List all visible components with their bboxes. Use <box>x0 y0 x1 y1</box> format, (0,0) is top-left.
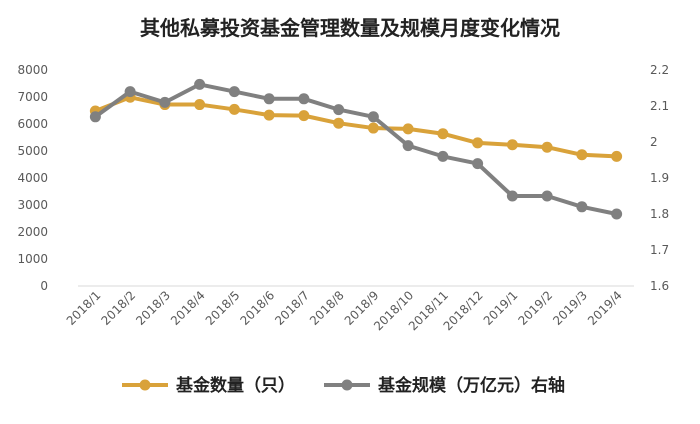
series-0-point <box>472 137 484 149</box>
x-axis-tick-label: 2018/8 <box>307 288 347 328</box>
series-1-point <box>472 158 484 170</box>
left-axis-tick-label: 4000 <box>17 171 48 185</box>
left-axis-ticks: 0 1000 2000 3000 4000 5000 6000 7000 8000 <box>17 63 48 293</box>
series-1-point <box>263 93 275 105</box>
x-axis-tick-label: 2018/7 <box>272 288 312 328</box>
series-0-point <box>367 122 379 134</box>
x-axis-tick-label: 2018/1 <box>64 288 104 328</box>
right-axis-tick-label: 2.2 <box>650 63 669 77</box>
series-0-point <box>228 103 240 115</box>
x-axis-tick-label: 2018/6 <box>237 288 277 328</box>
right-axis-ticks: 1.6 1.7 1.8 1.9 2 2.1 2.2 <box>650 63 669 293</box>
series-1-point <box>506 190 518 202</box>
series-0-point <box>541 141 553 153</box>
legend-swatch-marker <box>341 379 353 391</box>
series-1-point <box>541 190 553 202</box>
series-0-point <box>298 110 310 122</box>
x-axis-tick-label: 2018/2 <box>98 288 138 328</box>
x-axis-tick-label: 2018/3 <box>133 288 173 328</box>
series-1-point <box>194 78 206 90</box>
series-1-point <box>228 86 240 98</box>
series-1-point <box>298 93 310 105</box>
x-axis-tick-label: 2018/4 <box>168 288 208 328</box>
series-1-point <box>124 86 136 98</box>
series-1-point <box>367 111 379 123</box>
series-layer <box>89 78 623 220</box>
left-axis-tick-label: 0 <box>40 279 48 293</box>
left-axis-tick-label: 8000 <box>17 63 48 77</box>
right-axis-tick-label: 1.9 <box>650 171 669 185</box>
series-1-point <box>437 150 449 162</box>
series-0-point <box>611 150 623 162</box>
series-1-point <box>402 140 414 152</box>
series-0-point <box>506 139 518 151</box>
right-axis-tick-label: 1.6 <box>650 279 669 293</box>
series-0-point <box>437 128 449 140</box>
x-axis-tick-label: 2019/1 <box>481 288 521 328</box>
left-axis-tick-label: 1000 <box>17 252 48 266</box>
legend-label: 基金规模（万亿元）右轴 <box>377 375 565 396</box>
left-axis-tick-label: 2000 <box>17 225 48 239</box>
series-0-point <box>194 99 206 111</box>
series-line-0 <box>93 95 619 159</box>
series-0-point <box>402 123 414 135</box>
series-0-point <box>576 149 588 161</box>
series-1-point <box>576 201 588 213</box>
x-axis-tick-label: 2019/2 <box>515 288 555 328</box>
series-1-point <box>159 96 171 108</box>
left-axis-tick-label: 6000 <box>17 117 48 131</box>
right-axis-tick-label: 1.8 <box>650 207 669 221</box>
chart-title: 其他私募投资基金管理数量及规模月度变化情况 <box>140 16 560 40</box>
series-1-point <box>333 104 345 116</box>
right-axis-tick-label: 1.7 <box>650 243 669 257</box>
left-axis-tick-label: 3000 <box>17 198 48 212</box>
legend-label: 基金数量（只） <box>175 375 295 396</box>
series-line-1 <box>93 82 619 216</box>
left-axis-tick-label: 5000 <box>17 144 48 158</box>
x-axis-tick-label: 2019/4 <box>585 288 625 328</box>
right-axis-tick-label: 2.1 <box>650 99 669 113</box>
legend: 基金数量（只） 基金规模（万亿元）右轴 <box>122 375 565 396</box>
series-1-point <box>89 111 101 123</box>
series-1-point <box>611 208 623 220</box>
left-axis-tick-label: 7000 <box>17 90 48 104</box>
legend-swatch-marker <box>139 379 151 391</box>
x-axis-tick-label: 2019/3 <box>550 288 590 328</box>
series-0-point <box>333 117 345 129</box>
right-axis-tick-label: 2 <box>650 135 658 149</box>
x-axis-ticks: 2018/12018/22018/32018/42018/52018/62018… <box>64 288 625 333</box>
series-0-point <box>263 109 275 121</box>
x-axis-tick-label: 2018/5 <box>203 288 243 328</box>
